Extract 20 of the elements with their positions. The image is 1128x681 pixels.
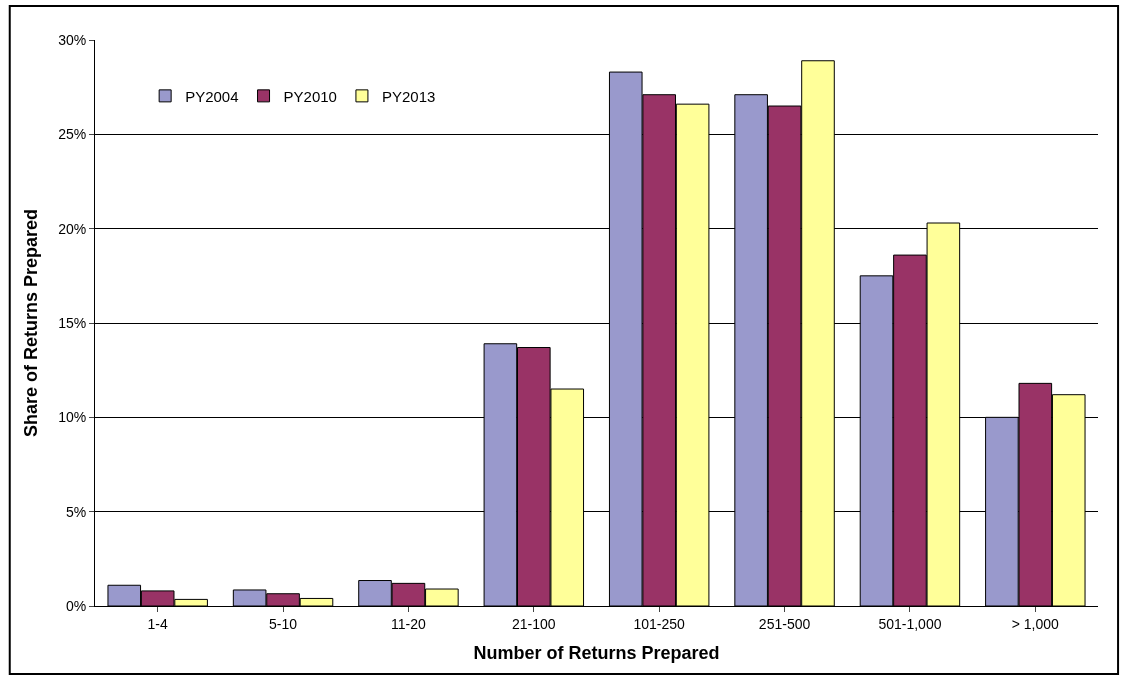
x-axis-title: Number of Returns Prepared <box>473 642 720 663</box>
y-tick-label: 0% <box>65 597 87 614</box>
y-tick-label: 25% <box>58 126 87 143</box>
x-tick-label: 1-4 <box>147 615 169 632</box>
x-tick-label: 251-500 <box>758 615 811 632</box>
x-tick-label: 501-1,000 <box>878 615 942 632</box>
x-tick-label: > 1,000 <box>1011 615 1060 632</box>
y-tick-label: 15% <box>58 314 87 331</box>
y-tick-label: 30% <box>58 31 87 48</box>
y-tick-label: 10% <box>58 409 87 426</box>
x-tick-label: 101-250 <box>633 615 686 632</box>
y-tick-label: 20% <box>58 220 87 237</box>
y-axis-title: Share of Returns Prepared <box>21 208 42 438</box>
legend-label: PY2010 <box>283 87 337 105</box>
x-tick-label: 11-20 <box>391 615 427 632</box>
legend-label: PY2013 <box>381 87 436 105</box>
legend-label: PY2004 <box>185 87 239 105</box>
x-tick-label: 5-10 <box>269 615 298 632</box>
y-tick-label: 5% <box>65 503 87 520</box>
x-tick-label: 21-100 <box>512 615 556 632</box>
